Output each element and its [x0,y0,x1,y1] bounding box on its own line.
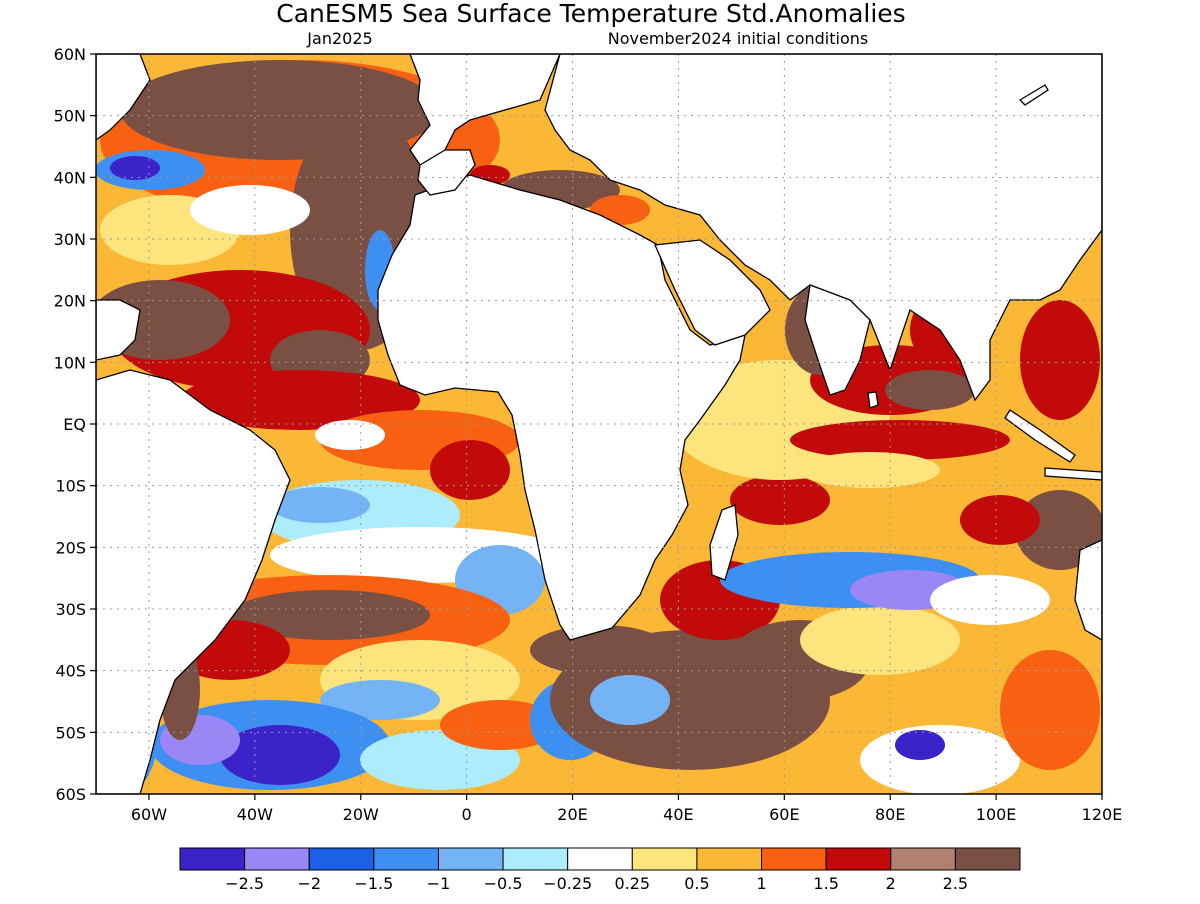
lon-tick-label: 0 [462,805,472,824]
colorbar-swatch [954,847,1021,871]
colorbar-swatch [825,847,892,871]
lat-tick-label: 50S [55,723,86,742]
colorbar-label: 1 [756,874,766,893]
india-landmass [804,284,871,396]
colorbar-swatch [502,847,569,871]
lon-tick-label: 100E [976,805,1017,824]
madagascar-landmass [709,504,739,581]
colorbar-swatch [696,847,763,871]
south-america-landmass [96,369,291,794]
lon-tick-label: 40E [663,805,693,824]
lon-tick-label: 40W [237,805,273,824]
anomaly-patch [220,725,340,785]
sumatra-landmass [1004,409,1076,463]
anomaly-patch [230,590,430,640]
colorbar-label: 0.25 [614,874,650,893]
japan-landmass [1018,84,1049,106]
anomaly-patch [730,475,830,525]
lon-tick-label: 20E [557,805,587,824]
arabia-landmass [654,239,771,346]
colorbar-label: −1 [427,874,451,893]
figure-title: CanESM5 Sea Surface Temperature Std.Anom… [276,0,905,28]
colorbar-swatch [308,847,375,871]
lat-tick-label: 10S [55,477,86,496]
anomaly-patch [190,185,310,235]
lat-lon-gridlines [96,54,1102,794]
colorbar-swatch [631,847,698,871]
anomaly-patch [895,730,945,760]
initial-conditions: November2024 initial conditions [608,29,868,48]
colorbar-swatch [373,847,439,871]
lat-tick-label: 60S [55,785,86,804]
lat-tick-label: 10N [54,353,86,372]
colorbar-swatch [437,847,504,871]
anomaly-patch [440,700,560,750]
colorbar-label: 1.5 [813,874,838,893]
lat-tick-label: EQ [63,415,86,434]
java-landmass [1044,467,1102,481]
map-panel [96,54,1102,794]
colorbar [179,847,1021,871]
colorbar-label: 0.5 [684,874,709,893]
anomaly-patch [800,605,960,675]
colorbar-swatch [567,847,633,871]
lon-tick-label: 60E [769,805,799,824]
lat-tick-label: 30S [55,600,86,619]
iberia-landmass [417,149,476,196]
anomaly-patch [530,625,670,675]
colorbar-label: 2.5 [943,874,968,893]
anomaly-patch [320,680,440,720]
lon-tick-label: 120E [1082,805,1123,824]
anomaly-patch [1020,300,1100,420]
anomaly-patch [270,487,370,523]
anomaly-patch [860,725,1020,794]
australia-landmass [1074,539,1102,641]
anomaly-patch [430,440,510,500]
anomaly-patch [315,420,385,450]
colorbar-swatch [244,847,310,871]
colorbar-labels: −2.5 −2 −1.5 −1 −0.5 −0.25 0.25 0.5 1 1.5 2 2.5 [225,874,968,893]
sri-lanka-landmass [867,391,879,409]
lat-tick-label: 40N [54,168,86,187]
north-america-landmass [96,54,151,141]
axis-ticks [90,53,1103,800]
colorbar-label: −0.5 [484,874,523,893]
anomaly-patch [930,575,1050,625]
anomaly-patch [800,452,940,488]
anomaly-patch [180,370,420,430]
land-masses [96,54,1102,794]
valid-month: Jan2025 [306,29,372,48]
longitude-tick-labels: 60W 40W 20W 0 20E 40E 60E 80E 100E 120E [131,805,1122,824]
lat-tick-label: 50N [54,107,86,126]
lat-tick-label: 20S [55,538,86,557]
lat-tick-label: 20N [54,292,86,311]
anomaly-patch [1000,650,1100,770]
latitude-tick-labels: 60N 50N 40N 30N 20N 10N EQ 10S 20S 30S 40S 50S 60S [54,45,86,804]
lat-tick-label: 60N [54,45,86,64]
colorbar-swatch [890,847,956,871]
colorbar-label: −2 [297,874,321,893]
colorbar-label: −0.25 [543,874,592,893]
colorbar-label: −1.5 [354,874,393,893]
colorbar-swatch [179,847,246,871]
anomaly-patch [790,420,1010,460]
colorbar-label: 2 [886,874,896,893]
colorbar-label: −2.5 [225,874,264,893]
lat-tick-label: 40S [55,662,86,681]
lon-tick-label: 60W [131,805,167,824]
lon-tick-label: 80E [875,805,905,824]
central-america-landmass [96,299,141,361]
anomaly-patch [590,675,670,725]
lon-tick-label: 20W [343,805,379,824]
anomaly-patch [885,370,975,410]
anomaly-patch [960,495,1040,545]
anomaly-patch [110,156,160,180]
lat-tick-label: 30N [54,230,86,249]
colorbar-swatch [761,847,827,871]
